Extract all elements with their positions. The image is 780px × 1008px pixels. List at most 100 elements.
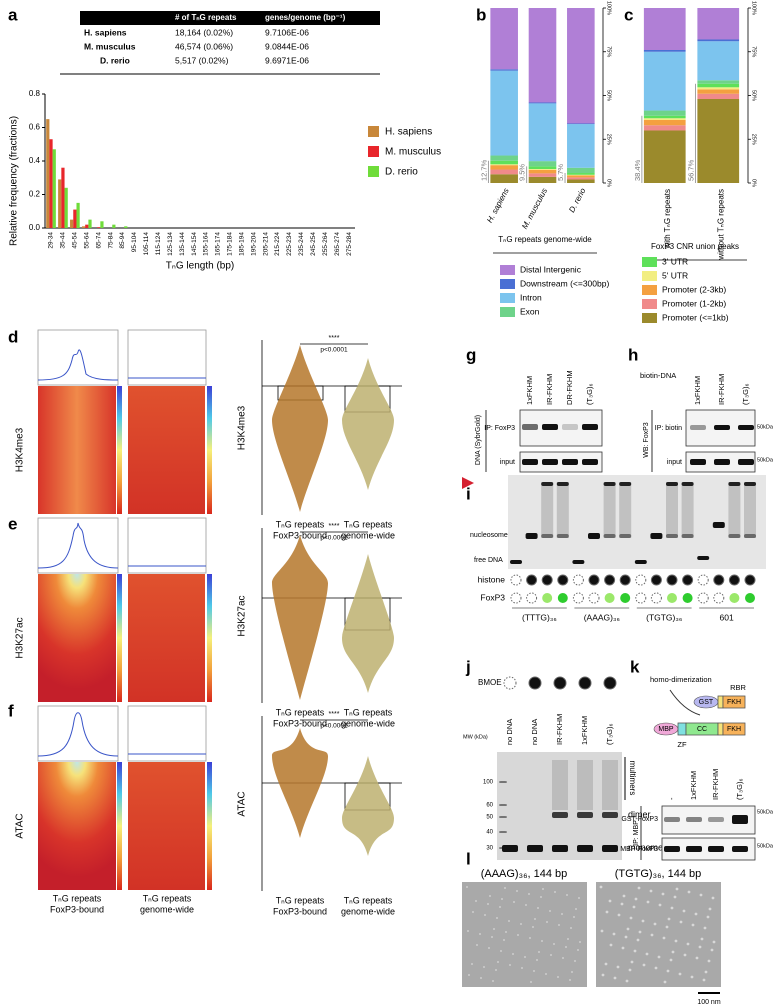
indicator: [557, 574, 569, 586]
domain: [722, 722, 746, 736]
particle: [553, 943, 555, 945]
indicator: [682, 593, 693, 603]
particle: [472, 911, 474, 913]
track-label: ATAC: [15, 813, 26, 838]
x-tick-label: with TₙG repeats: [663, 189, 672, 250]
x-tick-label: 225-234: [286, 232, 293, 256]
table-cell: 9.7106E-06: [265, 27, 309, 37]
y-axis-label: Relative frequency (fractions): [9, 116, 20, 246]
gel-band: [732, 815, 748, 824]
y-tick-label: 0.4: [29, 156, 41, 165]
gel-band: [556, 482, 569, 486]
gel-band: [572, 560, 585, 564]
bar-segment: [567, 123, 595, 125]
lane-label: 1xFKHM: [689, 771, 698, 800]
particle: [489, 895, 491, 897]
row-label: FoxP3: [480, 592, 505, 602]
domain-label: CC: [697, 726, 707, 733]
particle: [665, 925, 669, 929]
particle: [562, 957, 564, 959]
particle: [630, 960, 634, 964]
bar: [76, 202, 80, 228]
gel-band: [686, 817, 702, 822]
gel-band: [690, 459, 706, 465]
column-label: TₙG repeats: [344, 895, 393, 905]
particle: [710, 948, 714, 952]
particle: [650, 933, 654, 937]
smear: [681, 482, 694, 538]
bar: [97, 227, 101, 228]
indicator: [510, 592, 522, 604]
y-axis-label: ATAC: [237, 791, 248, 816]
y-tick-label: 0%: [606, 179, 612, 187]
particle: [525, 904, 527, 906]
bar-segment: [567, 173, 595, 175]
bar-segment: [697, 83, 740, 88]
indicator: [619, 574, 631, 586]
gel-band: [499, 804, 507, 806]
indicator: [526, 592, 538, 604]
particle: [700, 937, 704, 941]
domain-label: RBR: [730, 683, 746, 692]
column-label: TₙG repeats: [344, 519, 393, 529]
bar-segment: [528, 102, 557, 104]
y-tick-label: 25%: [606, 134, 612, 145]
image-caption: (AAAG)₃₆, 144 bp: [481, 868, 568, 880]
gel-band: [738, 425, 754, 430]
particle: [621, 946, 625, 950]
lane-label: -: [667, 797, 676, 800]
bar-segment: [490, 155, 518, 161]
particle: [691, 923, 695, 927]
lane-label: (T₃G)₆: [735, 779, 744, 801]
bar-segment: [490, 164, 518, 166]
species-label: multimers: [628, 761, 637, 796]
indicator: [541, 574, 553, 586]
particle: [712, 940, 716, 944]
profile-box: [127, 329, 207, 386]
gel-band: [502, 845, 518, 852]
dot-cloud: [342, 358, 394, 490]
indicator: [557, 593, 568, 603]
particle: [495, 969, 497, 971]
particle: [633, 949, 637, 953]
particle: [569, 979, 571, 981]
particle: [698, 945, 702, 949]
profile-curve: [37, 349, 119, 381]
bar-segment: [528, 169, 557, 170]
x-tick-label: 125-134: [167, 232, 174, 256]
gel-band: [603, 534, 616, 538]
colorbar: [117, 386, 122, 514]
gel-band: [666, 482, 678, 486]
header: biotin-DNA: [640, 371, 676, 380]
particle: [617, 913, 621, 917]
heatmap: [128, 386, 205, 514]
bar: [81, 226, 86, 228]
gel-band: [542, 424, 558, 430]
particle: [528, 893, 530, 895]
indicator: [510, 574, 522, 586]
column-label: TₙG repeats: [143, 893, 192, 903]
dot-cloud: [272, 535, 328, 700]
gel-band: [650, 533, 663, 539]
significance: ****: [329, 523, 340, 530]
colorbar: [117, 762, 122, 890]
particle: [517, 934, 519, 936]
gel-band: [738, 459, 754, 465]
particle: [636, 938, 640, 942]
gel-band: [619, 534, 632, 538]
y-tick-label: 25%: [751, 134, 757, 145]
indicator: [572, 574, 584, 586]
particle: [579, 941, 581, 943]
bar-segment: [490, 8, 518, 70]
column-label: TₙG repeats: [53, 893, 102, 903]
y-tick-label: 75%: [751, 46, 757, 57]
particle: [566, 894, 568, 896]
indicator: [578, 676, 592, 690]
indicator: [666, 574, 678, 586]
x-tick-label: 55-64: [83, 232, 90, 249]
particle: [642, 963, 646, 967]
gel-band: [708, 846, 724, 852]
particle: [512, 953, 514, 955]
bar-segment: [643, 51, 686, 111]
particle: [711, 896, 715, 900]
